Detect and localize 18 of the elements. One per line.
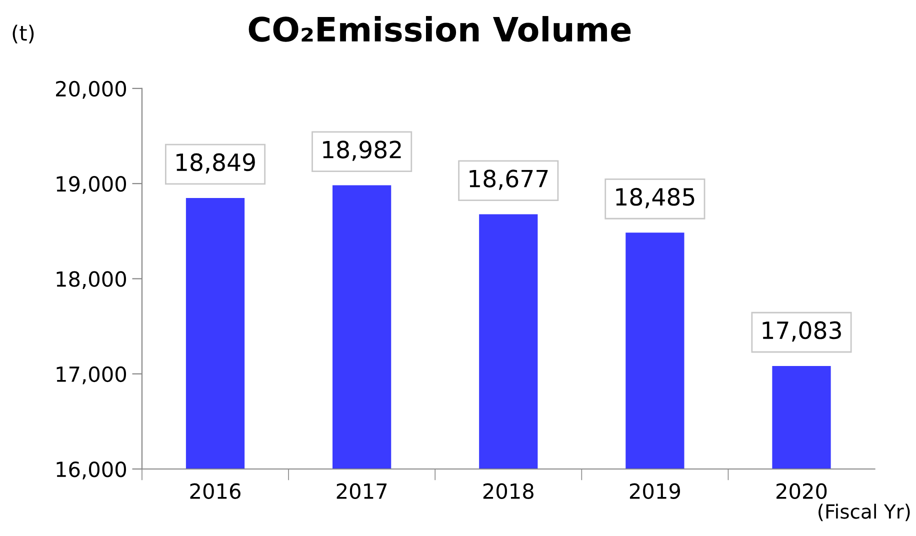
x-tick-label: 2018 xyxy=(483,483,534,500)
x-tick-label: 2019 xyxy=(630,483,680,500)
data-label: 18,849 xyxy=(176,153,255,174)
x-axis-title: (Fiscal Yr) xyxy=(818,504,910,522)
y-tick-label: 18,000 xyxy=(56,271,126,290)
x-tick-label: 2017 xyxy=(336,483,387,500)
y-tick-label: 20,000 xyxy=(56,80,126,99)
x-tick-label: 2016 xyxy=(190,483,240,500)
data-label: 18,677 xyxy=(470,170,548,190)
y-tick-label: 19,000 xyxy=(56,176,126,194)
data-label: 18,485 xyxy=(616,188,694,208)
y-tick-label: 17,000 xyxy=(56,366,126,384)
data-label: 17,083 xyxy=(762,321,841,342)
chart-title: CO₂Emission Volume xyxy=(248,16,631,42)
y-axis-title: (t) xyxy=(12,24,34,44)
data-label: 18,982 xyxy=(323,140,401,161)
x-tick-label: 2020 xyxy=(776,483,827,500)
y-tick-label: 16,000 xyxy=(56,461,126,480)
